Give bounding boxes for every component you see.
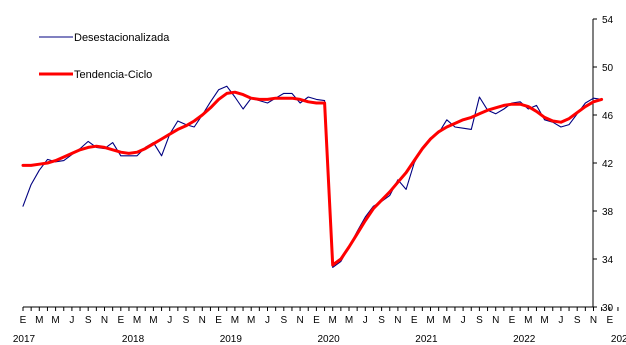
x-tick-label-2021-1: E bbox=[411, 315, 418, 326]
x-tick-label-2022-9: S bbox=[574, 315, 581, 326]
x-tick-label-2021-3: M bbox=[426, 315, 434, 326]
x-tick-label-2019-9: S bbox=[280, 315, 287, 326]
y-tick-label-38: 38 bbox=[602, 207, 614, 218]
legend: Desestacionalizada Tendencia-Ciclo bbox=[39, 32, 170, 81]
y-tick-label-42: 42 bbox=[602, 159, 614, 170]
y-tick-label-54: 54 bbox=[602, 15, 614, 26]
x-year-label-2018: 2018 bbox=[122, 334, 145, 345]
series-layer bbox=[21, 85, 604, 268]
x-tick-label-2019-1: E bbox=[215, 315, 222, 326]
x-tick-label-2019-11: N bbox=[296, 315, 303, 326]
x-tick-label-2020-1: E bbox=[313, 315, 320, 326]
x-year-label-2019: 2019 bbox=[220, 334, 243, 345]
x-tick-label-2019-3: M bbox=[231, 315, 239, 326]
x-tick-label-2020-9: S bbox=[378, 315, 385, 326]
x-tick-label-2018-3: M bbox=[133, 315, 141, 326]
x-year-label-2020: 2020 bbox=[318, 334, 341, 345]
x-tick-label-2020-5: M bbox=[345, 315, 353, 326]
y-tick-label-46: 46 bbox=[602, 111, 614, 122]
x-tick-label-2022-3: M bbox=[524, 315, 532, 326]
x-tick-label-2020-3: M bbox=[329, 315, 337, 326]
x-tick-label-2021-11: N bbox=[492, 315, 499, 326]
series-line-tendencia-ciclo bbox=[21, 90, 604, 267]
x-tick-label-2018-5: M bbox=[149, 315, 157, 326]
x-year-label-2022: 2022 bbox=[513, 334, 536, 345]
x-tick-label-2018-9: S bbox=[183, 315, 190, 326]
x-tick-label-2018-1: E bbox=[117, 315, 124, 326]
legend-label-desestacionalizada: Desestacionalizada bbox=[74, 32, 170, 44]
x-tick-label-2022-5: M bbox=[540, 315, 548, 326]
x-tick-label-2017-11: N bbox=[101, 315, 108, 326]
x-tick-label-2022-7: J bbox=[558, 315, 563, 326]
x-tick-label-2022-1: E bbox=[509, 315, 516, 326]
x-tick-label-2017-5: M bbox=[51, 315, 59, 326]
y-tick-label-34: 34 bbox=[602, 255, 614, 266]
x-tick-label-2017-9: S bbox=[85, 315, 92, 326]
x-year-label-2023: 2023 bbox=[611, 334, 626, 345]
x-tick-label-2022-11: N bbox=[590, 315, 597, 326]
x-tick-label-2019-7: J bbox=[265, 315, 270, 326]
y-tick-label-50: 50 bbox=[602, 63, 614, 74]
x-tick-label-2018-7: J bbox=[167, 315, 172, 326]
x-tick-label-2017-7: J bbox=[69, 315, 74, 326]
x-tick-label-2021-5: M bbox=[443, 315, 451, 326]
x-tick-label-2020-7: J bbox=[363, 315, 368, 326]
x-year-label-2017: 2017 bbox=[13, 334, 36, 345]
x-tick-label-2023-1: E bbox=[606, 315, 613, 326]
x-tick-label-2021-7: J bbox=[461, 315, 466, 326]
x-tick-label-2017-3: M bbox=[35, 315, 43, 326]
x-tick-label-2020-11: N bbox=[394, 315, 401, 326]
y-tick-label-30: 30 bbox=[602, 303, 614, 314]
x-tick-label-2018-11: N bbox=[199, 315, 206, 326]
x-year-label-2021: 2021 bbox=[415, 334, 438, 345]
x-tick-label-2021-9: S bbox=[476, 315, 483, 326]
x-tick-label-2017-1: E bbox=[20, 315, 27, 326]
x-tick-label-2019-5: M bbox=[247, 315, 255, 326]
legend-label-tendencia-ciclo: Tendencia-Ciclo bbox=[74, 69, 152, 81]
series-line-desestacionalizada bbox=[22, 85, 603, 268]
